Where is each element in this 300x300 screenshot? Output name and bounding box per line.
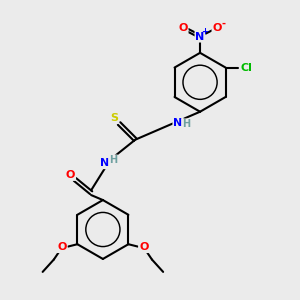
Text: O: O	[57, 242, 67, 252]
Text: O: O	[212, 23, 222, 33]
Text: H: H	[182, 119, 190, 129]
Text: +: +	[201, 27, 208, 36]
Text: S: S	[110, 113, 118, 123]
Text: -: -	[221, 19, 225, 29]
Text: N: N	[100, 158, 109, 168]
Text: N: N	[173, 118, 183, 128]
Text: O: O	[139, 242, 148, 252]
Text: O: O	[66, 170, 75, 180]
Text: Cl: Cl	[240, 63, 252, 73]
Text: N: N	[195, 32, 205, 42]
Text: H: H	[109, 155, 117, 165]
Text: O: O	[178, 23, 188, 33]
